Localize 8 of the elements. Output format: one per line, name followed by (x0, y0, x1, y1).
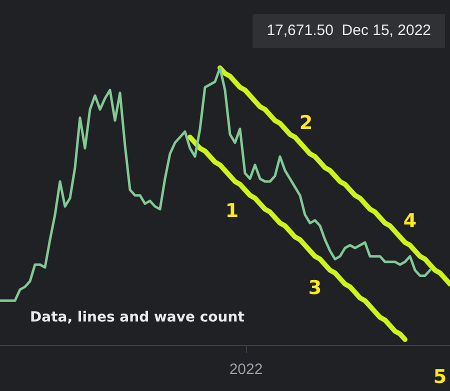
annotation: 3 (308, 276, 322, 299)
annotation: 4 (403, 210, 417, 232)
text: 17,671.50 Dec 15, 2022 (266, 22, 431, 40)
text: 2022 (229, 361, 263, 378)
annotation: Data, lines and wave count (30, 310, 245, 326)
annotation: 1 (225, 200, 239, 222)
annotation: 2 (299, 112, 313, 134)
text: 5 (433, 366, 447, 388)
